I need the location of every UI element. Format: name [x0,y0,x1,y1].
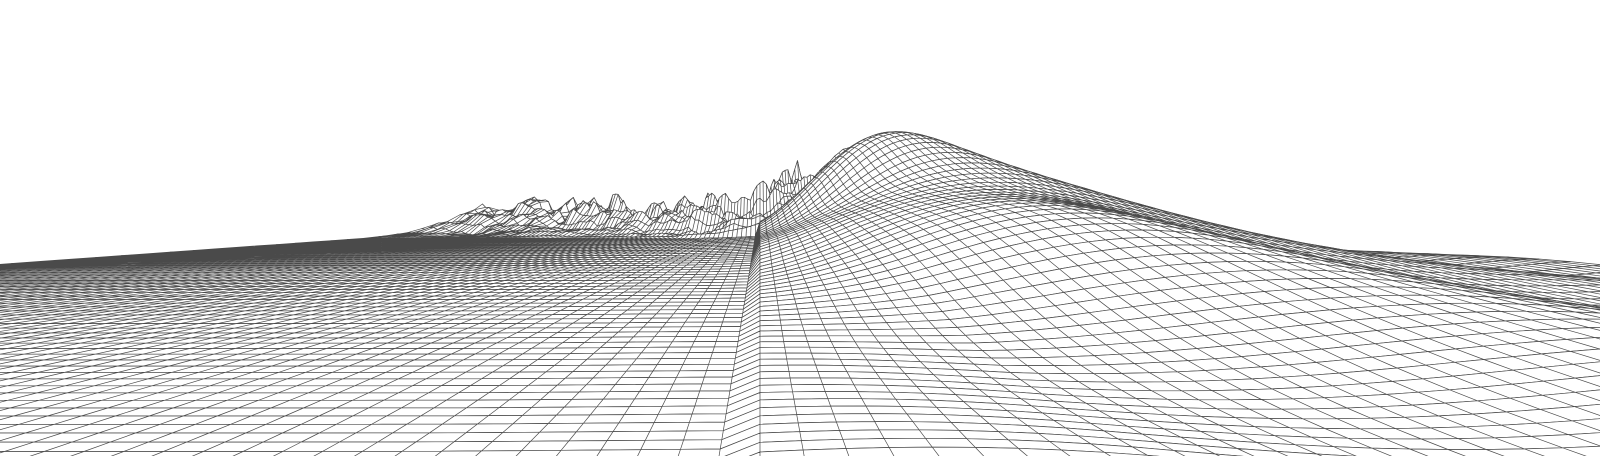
terrain-mesh-row [748,446,1160,456]
terrain-mesh [0,131,1600,456]
